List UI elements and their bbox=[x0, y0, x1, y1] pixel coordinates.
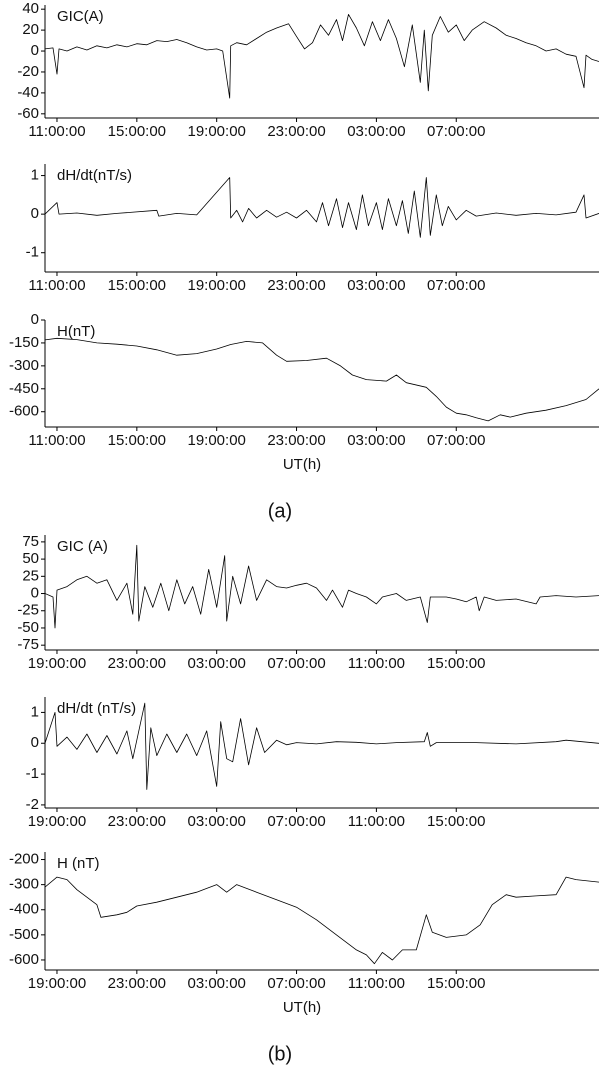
panel-label: dH/dt(nT/s) bbox=[57, 167, 132, 184]
x-tick-label: 11:00:00 bbox=[28, 432, 85, 449]
x-tick-label: 19:00:00 bbox=[187, 432, 245, 449]
y-tick-label: 75 bbox=[22, 533, 39, 550]
x-tick-label: 11:00:00 bbox=[28, 123, 85, 140]
y-tick-label: -150 bbox=[9, 334, 39, 351]
x-tick-label: 19:00:00 bbox=[28, 655, 86, 672]
x-tick-label: 19:00:00 bbox=[187, 123, 245, 140]
y-tick-label: -20 bbox=[17, 63, 39, 80]
x-tick-label: 23:00:00 bbox=[267, 432, 325, 449]
x-tick-label: 07:00:00 bbox=[427, 277, 485, 294]
x-tick-label: 15:00:00 bbox=[108, 277, 166, 294]
x-tick-label: 03:00:00 bbox=[347, 123, 405, 140]
x-tick-label: 07:00:00 bbox=[267, 655, 325, 672]
x-tick-label: 03:00:00 bbox=[187, 655, 245, 672]
panel-caption: (a) bbox=[268, 500, 292, 522]
x-tick-label: 15:00:00 bbox=[108, 123, 166, 140]
y-tick-label: 0 bbox=[31, 42, 39, 59]
y-tick-label: 1 bbox=[31, 703, 39, 720]
y-tick-label: -1 bbox=[26, 765, 39, 782]
x-tick-label: 03:00:00 bbox=[187, 813, 245, 830]
y-tick-label: -75 bbox=[17, 636, 39, 653]
y-tick-label: -300 bbox=[9, 876, 39, 893]
y-tick-label: 0 bbox=[31, 205, 39, 222]
y-tick-label: -300 bbox=[9, 357, 39, 374]
y-tick-label: -450 bbox=[9, 380, 39, 397]
x-axis-label: UT(h) bbox=[283, 999, 321, 1016]
x-tick-label: 23:00:00 bbox=[108, 813, 166, 830]
x-tick-label: 07:00:00 bbox=[427, 432, 485, 449]
y-tick-label: 40 bbox=[22, 0, 39, 17]
panel-label: H(nT) bbox=[57, 323, 95, 340]
y-tick-label: 50 bbox=[22, 550, 39, 567]
x-tick-label: 11:00:00 bbox=[348, 975, 405, 992]
y-tick-label: -200 bbox=[9, 851, 39, 868]
y-tick-label: -40 bbox=[17, 84, 39, 101]
y-tick-label: -25 bbox=[17, 602, 39, 619]
series-line bbox=[45, 337, 599, 422]
x-tick-label: 23:00:00 bbox=[108, 975, 166, 992]
series-line bbox=[45, 177, 599, 238]
y-tick-label: 0 bbox=[31, 311, 39, 328]
panel-label: GIC (A) bbox=[57, 538, 108, 555]
x-tick-label: 07:00:00 bbox=[267, 975, 325, 992]
y-tick-label: -400 bbox=[9, 901, 39, 918]
x-tick-label: 15:00:00 bbox=[108, 432, 166, 449]
x-tick-label: 07:00:00 bbox=[427, 123, 485, 140]
panel-label: dH/dt (nT/s) bbox=[57, 700, 136, 717]
panel-caption: (b) bbox=[268, 1043, 292, 1065]
y-tick-label: 25 bbox=[22, 567, 39, 584]
x-tick-label: 07:00:00 bbox=[267, 813, 325, 830]
x-tick-label: 23:00:00 bbox=[267, 277, 325, 294]
x-tick-label: 03:00:00 bbox=[347, 277, 405, 294]
x-tick-label: 11:00:00 bbox=[28, 277, 85, 294]
y-tick-label: -500 bbox=[9, 926, 39, 943]
panel-label: H (nT) bbox=[57, 855, 100, 872]
x-tick-label: 19:00:00 bbox=[187, 277, 245, 294]
x-tick-label: 19:00:00 bbox=[28, 813, 86, 830]
x-tick-label: 03:00:00 bbox=[347, 432, 405, 449]
y-tick-label: -600 bbox=[9, 951, 39, 968]
y-tick-label: -1 bbox=[26, 244, 39, 261]
series-line bbox=[45, 14, 599, 99]
x-tick-label: 15:00:00 bbox=[427, 813, 485, 830]
y-tick-label: -50 bbox=[17, 619, 39, 636]
y-tick-label: -600 bbox=[9, 403, 39, 420]
y-tick-label: -60 bbox=[17, 105, 39, 122]
x-tick-label: 15:00:00 bbox=[427, 655, 485, 672]
x-tick-label: 15:00:00 bbox=[427, 975, 485, 992]
y-tick-label: 20 bbox=[22, 21, 39, 38]
x-tick-label: 11:00:00 bbox=[348, 813, 405, 830]
y-tick-label: -2 bbox=[26, 796, 39, 813]
y-tick-label: 0 bbox=[31, 585, 39, 602]
x-tick-label: 23:00:00 bbox=[267, 123, 325, 140]
series-line bbox=[45, 702, 599, 790]
x-tick-label: 19:00:00 bbox=[28, 975, 86, 992]
panel-label: GIC(A) bbox=[57, 8, 104, 25]
x-tick-label: 23:00:00 bbox=[108, 655, 166, 672]
x-axis-label: UT(h) bbox=[283, 456, 321, 473]
series-line bbox=[45, 544, 599, 629]
x-tick-label: 03:00:00 bbox=[187, 975, 245, 992]
y-tick-label: 0 bbox=[31, 734, 39, 751]
y-tick-label: 1 bbox=[31, 167, 39, 184]
x-tick-label: 11:00:00 bbox=[348, 655, 405, 672]
series-line bbox=[45, 876, 599, 965]
